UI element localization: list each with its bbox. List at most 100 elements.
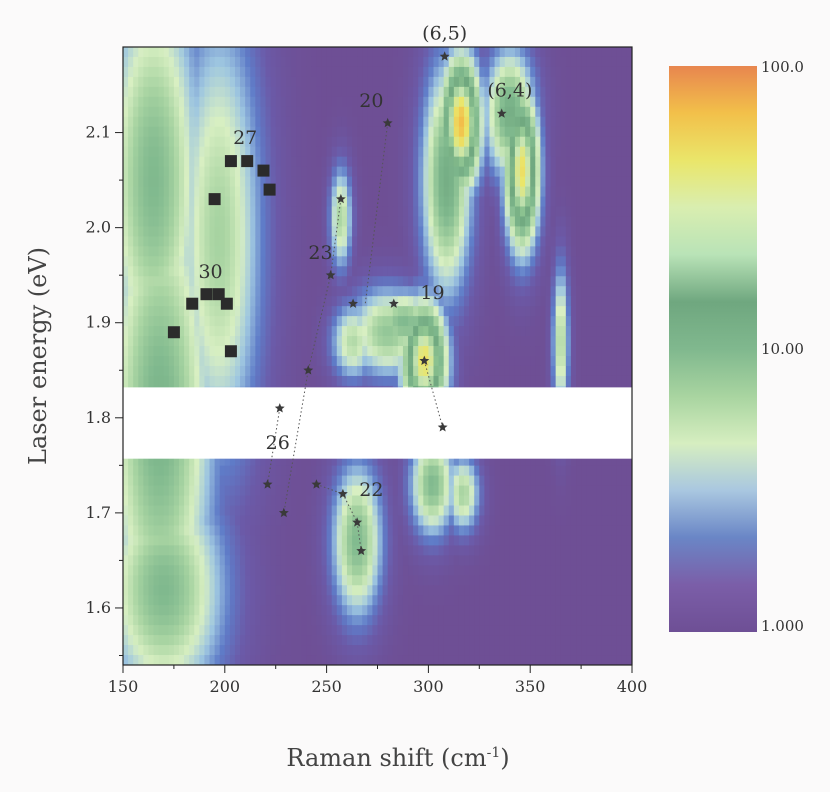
heatmap-cell — [255, 186, 262, 198]
heatmap-cell — [204, 276, 211, 287]
heatmap-cell — [433, 346, 440, 357]
heatmap-cell — [408, 286, 414, 297]
heatmap-cell — [311, 495, 318, 507]
heatmap-cell — [570, 375, 577, 387]
heatmap-cell — [372, 266, 379, 277]
heatmap-cell — [296, 176, 302, 188]
heatmap-cell — [301, 525, 307, 537]
heatmap-cell — [316, 316, 323, 327]
heatmap-cell — [438, 356, 445, 367]
heatmap-cell — [458, 106, 465, 118]
heatmap-cell — [428, 246, 435, 257]
heatmap-cell — [499, 47, 506, 58]
heatmap-cell — [270, 116, 277, 128]
heatmap-cell — [133, 485, 139, 497]
heatmap-cell — [275, 166, 282, 178]
heatmap-cell — [199, 96, 206, 108]
heatmap-cell — [184, 186, 190, 198]
heatmap-cell — [545, 535, 552, 546]
heatmap-cell — [606, 96, 613, 108]
heatmap-cell — [209, 475, 216, 487]
heatmap-cell — [265, 465, 272, 477]
heatmap-cell — [453, 365, 460, 377]
heatmap-cell — [509, 176, 516, 188]
heatmap-cell — [331, 336, 338, 347]
heatmap-cell — [285, 166, 292, 178]
heatmap-cell — [367, 86, 374, 98]
heatmap-cell — [158, 47, 165, 58]
heatmap-cell — [586, 66, 592, 78]
heatmap-cell — [275, 365, 282, 377]
heatmap-cell — [581, 186, 587, 198]
heatmap-cell — [173, 365, 180, 377]
heatmap-cell — [280, 56, 287, 68]
heatmap-cell — [418, 365, 424, 377]
heatmap-cell — [397, 266, 404, 277]
heatmap-cell — [438, 256, 445, 267]
heatmap-cell — [336, 455, 343, 467]
heatmap-cell — [331, 226, 338, 237]
heatmap-cell — [153, 455, 160, 467]
heatmap-cell — [265, 56, 272, 68]
heatmap-cell — [204, 535, 211, 546]
heatmap-cell — [397, 326, 404, 337]
heatmap-cell — [550, 455, 557, 467]
heatmap-cell — [479, 76, 485, 88]
heatmap-cell — [484, 126, 491, 138]
heatmap-cell — [530, 136, 536, 148]
heatmap-cell — [275, 226, 282, 237]
heatmap-cell — [616, 236, 623, 247]
heatmap-cell — [601, 206, 608, 218]
heatmap-cell — [581, 296, 587, 307]
heatmap-cell — [255, 96, 262, 108]
heatmap-cell — [550, 306, 557, 317]
heatmap-cell — [153, 106, 160, 118]
heatmap-cell — [270, 106, 277, 118]
heatmap-cell — [596, 296, 603, 307]
heatmap-cell — [163, 56, 170, 68]
heatmap-cell — [560, 465, 567, 477]
heatmap-cell — [581, 286, 587, 297]
heatmap-cell — [581, 66, 587, 78]
heatmap-cell — [453, 475, 460, 487]
heatmap-cell — [387, 455, 394, 467]
heatmap-cell — [219, 136, 226, 148]
heatmap-cell — [219, 56, 226, 68]
heatmap-cell — [143, 186, 150, 198]
heatmap-cell — [448, 475, 455, 487]
heatmap-cell — [219, 156, 226, 168]
heatmap-cell — [194, 515, 200, 527]
heatmap-cell — [382, 66, 389, 78]
heatmap-cell — [616, 76, 623, 88]
heatmap-cell — [316, 475, 323, 487]
heatmap-cell — [158, 276, 165, 287]
heatmap-cell — [148, 316, 155, 327]
heatmap-cell — [219, 86, 226, 98]
heatmap-cell — [494, 226, 501, 237]
heatmap-cell — [290, 206, 297, 218]
heatmap-cell — [464, 346, 470, 357]
heatmap-cell — [621, 166, 628, 178]
heatmap-cell — [148, 126, 155, 138]
heatmap-cell — [601, 156, 608, 168]
heatmap-cell — [555, 296, 562, 307]
heatmap-cell — [367, 66, 374, 78]
heatmap-cell — [621, 216, 628, 228]
heatmap-cell — [560, 76, 567, 88]
heatmap-cell — [260, 495, 267, 507]
heatmap-cell — [545, 365, 552, 377]
heatmap-cell — [168, 146, 175, 158]
heatmap-cell — [275, 266, 282, 277]
heatmap-cell — [362, 56, 368, 68]
heatmap-cell — [428, 136, 435, 148]
heatmap-cell — [413, 206, 419, 218]
heatmap-cell — [367, 336, 374, 347]
heatmap-cell — [184, 356, 190, 367]
heatmap-cell — [550, 226, 557, 237]
heatmap-cell — [326, 525, 333, 537]
heatmap-cell — [143, 276, 150, 287]
heatmap-cell — [408, 296, 414, 307]
heatmap-cell — [438, 326, 445, 337]
heatmap-cell — [265, 336, 272, 347]
heatmap-cell — [448, 316, 455, 327]
